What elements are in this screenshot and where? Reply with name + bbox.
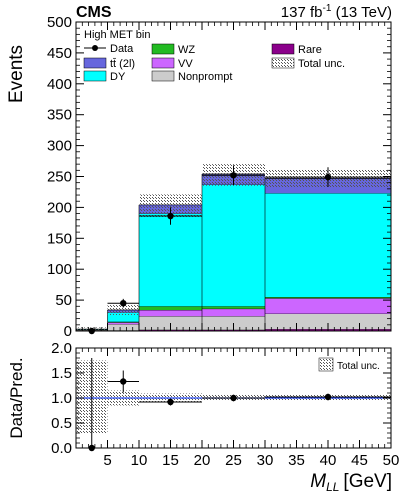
lumi-exponent: -1 xyxy=(323,3,332,14)
stack-bar-wz-3 xyxy=(202,306,265,309)
x-tick-label-50: 50 xyxy=(383,452,400,469)
legend-rare-label: Rare xyxy=(298,44,322,56)
stack-bar-wz-4 xyxy=(265,297,391,299)
main-ytick-label-0: 0 xyxy=(64,323,72,340)
stack-bar-vv-2 xyxy=(139,309,202,317)
main-x-ticks xyxy=(81,22,392,331)
data-point-4 xyxy=(324,173,332,181)
x-tick-label-40: 40 xyxy=(320,452,337,469)
x-tick-label-30: 30 xyxy=(257,452,274,469)
stack-bar-dy-1 xyxy=(107,312,139,322)
legend-data-label: Data xyxy=(110,43,134,55)
main-panel: 0 50 100 150 200 250 300 350 400 450 500 Events Hi… xyxy=(6,14,392,340)
legend-data: Data xyxy=(84,43,134,55)
legend-vv-label: VV xyxy=(178,58,193,70)
ratio-ytick-label-2: 2.0 xyxy=(51,340,72,357)
stack-bar-vv-4 xyxy=(265,298,391,314)
legend-nonprompt: Nonprompt xyxy=(151,70,232,83)
ratio-y-ticks: 0.0 0.5 1.0 1.5 2.0 xyxy=(51,340,391,457)
x-tick-label-15: 15 xyxy=(162,452,179,469)
stack-bar-nonprompt-2 xyxy=(139,316,202,330)
main-y-ticks: 0 50 100 150 200 250 300 350 400 450 500 xyxy=(47,14,391,340)
lumi-suffix: (13 TeV) xyxy=(331,4,392,21)
legend-dy-label: DY xyxy=(110,71,126,83)
ratio-x-ticks: 5 10 15 20 25 30 35 40 45 50 xyxy=(81,348,400,469)
lumi-prefix: 137 fb xyxy=(281,4,323,21)
legend-tt: tt̄ (2l) xyxy=(83,58,135,70)
ratio-point-3 xyxy=(230,394,237,402)
x-tick-label-10: 10 xyxy=(131,452,148,469)
stack-bar-vv-3 xyxy=(202,308,265,317)
legend-total-unc-label: Total unc. xyxy=(298,58,345,70)
ratio-legend-label: Total unc. xyxy=(337,361,380,372)
legend-wz: WZ xyxy=(151,43,195,56)
main-ytick-label-450: 450 xyxy=(47,45,72,62)
main-ytick-label-150: 150 xyxy=(47,230,72,247)
x-tick-label-45: 45 xyxy=(351,452,368,469)
x-tick-label-35: 35 xyxy=(288,452,305,469)
ratio-point-1 xyxy=(120,378,127,385)
stack-bar-nonprompt-3 xyxy=(202,316,265,330)
ratio-ytick-label-1: 1.0 xyxy=(51,390,72,407)
stack-bar-dy-3 xyxy=(202,184,265,307)
legend-total-unc: Total unc. xyxy=(271,57,345,70)
x-axis-label: MLL [GeV] xyxy=(310,471,392,493)
legend-rare: Rare xyxy=(271,43,322,56)
stack-bar-nonprompt-1 xyxy=(107,324,139,331)
stack-bar-dy-4 xyxy=(265,193,391,298)
legend-nonprompt-label: Nonprompt xyxy=(178,71,232,83)
ratio-y-axis-label: Data/Pred. xyxy=(7,357,26,438)
main-y-axis-label: Events xyxy=(6,45,27,103)
x-axis-label-main: M xyxy=(310,471,326,492)
experiment-label: CMS xyxy=(76,4,112,21)
main-ytick-label-500: 500 xyxy=(47,14,72,31)
ratio-legend: Total unc. xyxy=(318,357,380,372)
unc-band-1 xyxy=(107,305,139,315)
region-label: High MET bin xyxy=(84,29,150,41)
x-axis-label-unit: [GeV] xyxy=(343,471,392,492)
lumi-label: 137 fb-1 (13 TeV) xyxy=(281,3,392,21)
main-ytick-label-400: 400 xyxy=(47,76,72,93)
legend-dy: DY xyxy=(83,70,126,83)
data-points xyxy=(76,165,391,335)
main-ytick-label-50: 50 xyxy=(55,292,72,309)
main-ytick-label-250: 250 xyxy=(47,169,72,186)
data-point-2 xyxy=(167,212,174,220)
legend-tt-label: tt̄ (2l) xyxy=(110,58,135,70)
main-ytick-label-350: 350 xyxy=(47,107,72,124)
main-ytick-label-100: 100 xyxy=(47,261,72,278)
ratio-ytick-label-0: 0.0 xyxy=(51,440,72,457)
ratio-point-4 xyxy=(324,393,332,401)
ratio-ytick-label-0.5: 0.5 xyxy=(51,415,72,432)
x-axis-label-sub: LL xyxy=(326,480,339,493)
main-stack xyxy=(75,173,391,332)
data-point-1 xyxy=(120,299,127,307)
main-ytick-label-300: 300 xyxy=(47,138,72,155)
ratio-point-2 xyxy=(167,398,174,406)
stack-bar-wz-2 xyxy=(139,306,202,310)
unc-band-2 xyxy=(139,194,202,218)
main-legend: Data tt̄ (2l) DY WZ VV Nonprompt xyxy=(83,43,345,83)
legend-vv: VV xyxy=(151,57,193,70)
x-tick-label-5: 5 xyxy=(103,452,111,469)
stack-bar-dy-2 xyxy=(139,213,202,307)
legend-wz-label: WZ xyxy=(178,44,195,56)
data-point-3 xyxy=(230,172,237,179)
ratio-ytick-label-1.5: 1.5 xyxy=(51,365,72,382)
x-tick-label-20: 20 xyxy=(194,452,211,469)
x-tick-label-25: 25 xyxy=(225,452,242,469)
stack-bar-vv-1 xyxy=(107,322,139,325)
main-ytick-label-200: 200 xyxy=(47,199,72,216)
ratio-panel: 0.0 0.5 1.0 1.5 2.0 5 10 15 20 25 30 35 40 45 50 Data… xyxy=(7,340,399,493)
